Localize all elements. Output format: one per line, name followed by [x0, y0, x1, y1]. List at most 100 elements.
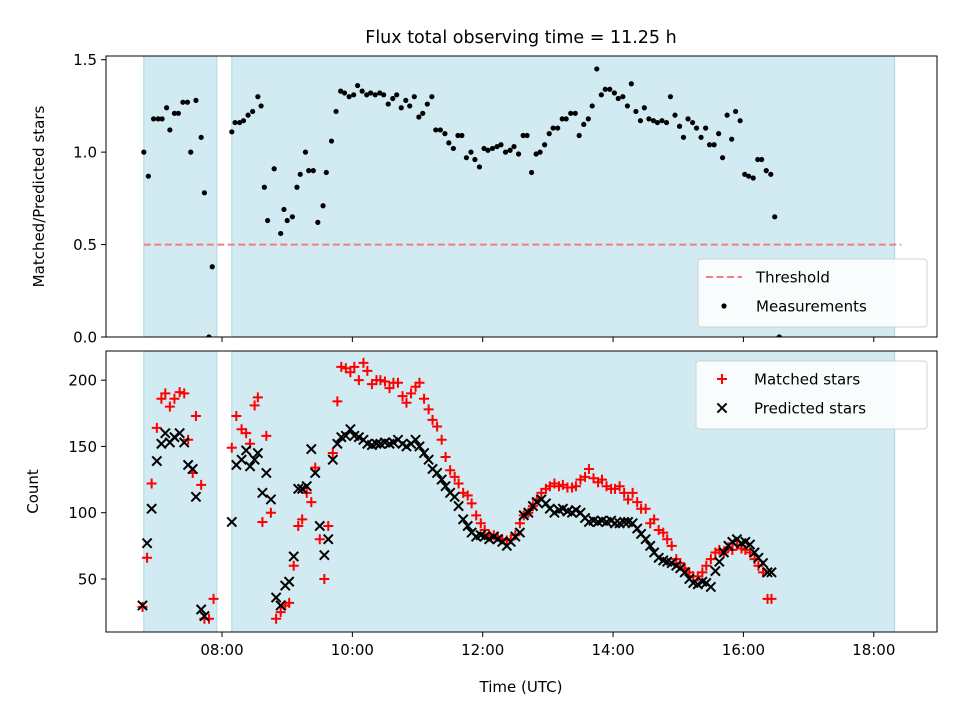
x-tick-label: 14:00	[591, 641, 634, 659]
predicted-stars-point	[710, 565, 721, 577]
legend-box	[697, 258, 928, 328]
matched-stars-point	[627, 487, 638, 498]
predicted-stars-point	[644, 540, 656, 552]
measurement-point	[429, 94, 435, 100]
measurement-point	[719, 155, 726, 161]
matched-stars-point	[310, 462, 321, 473]
measurement-point	[346, 94, 352, 100]
measurement-point	[193, 97, 199, 103]
matched-stars-point	[293, 520, 304, 531]
matched-stars-point	[423, 404, 434, 415]
measurement-point	[306, 168, 312, 174]
predicted-stars-point	[762, 567, 773, 578]
predicted-stars-point	[141, 537, 153, 549]
measurement-point	[411, 94, 417, 100]
measurement-point	[341, 90, 348, 96]
axes-frame	[105, 350, 938, 633]
matched-stars-point	[190, 410, 201, 421]
measurement-point	[659, 118, 665, 124]
measurement-point	[485, 147, 491, 153]
matched-stars-point	[580, 471, 591, 482]
measurement-point	[759, 156, 765, 163]
measurement-point	[265, 217, 271, 224]
measurement-point	[281, 206, 287, 213]
y-tick-label: 50	[78, 570, 97, 588]
legend-measurement-swatch	[721, 303, 727, 309]
predicted-stars-point	[462, 520, 474, 532]
matched-stars-point	[475, 518, 486, 529]
measurement-point	[294, 184, 300, 190]
predicted-stars-point	[305, 443, 317, 455]
predicted-stars-point	[275, 600, 286, 611]
matched-stars-point	[658, 527, 669, 538]
measurement-point	[232, 119, 238, 126]
predicted-stars-point	[340, 430, 352, 442]
measurement-point	[729, 136, 735, 142]
predicted-stars-point	[244, 461, 256, 472]
y-axis-label: Matched/Predicted stars	[30, 106, 48, 288]
legend-matched-swatch	[717, 374, 727, 384]
measurement-point	[698, 134, 704, 140]
measurement-point	[494, 143, 500, 150]
measurement-point	[368, 90, 374, 96]
matched-stars-point	[241, 428, 252, 439]
predicted-stars-point	[423, 454, 434, 465]
matched-stars-point	[261, 430, 272, 441]
measurement-point	[159, 116, 165, 122]
measurement-point	[155, 116, 161, 122]
predicted-stars-point	[322, 533, 334, 545]
measurement-point	[184, 99, 191, 105]
matched-stars-point	[432, 421, 443, 432]
matched-stars-point	[453, 478, 464, 489]
predicted-stars-point	[265, 494, 277, 505]
matched-stars-point	[265, 507, 276, 518]
predicted-stars-point	[440, 480, 451, 492]
matched-stars-point	[632, 497, 643, 508]
matched-stars-point	[596, 474, 607, 485]
matched-stars-point	[327, 448, 338, 459]
measurement-point	[550, 125, 556, 131]
legend-predicted-swatch	[716, 402, 728, 414]
y-tick-label: 200	[68, 372, 97, 390]
predicted-stars-point	[679, 567, 691, 578]
measurement-point	[198, 134, 204, 140]
measurement-point	[372, 92, 378, 98]
measurement-point	[323, 169, 329, 176]
matched-stars-point	[427, 414, 438, 425]
matched-stars-point	[614, 481, 625, 492]
measurement-point	[433, 127, 439, 133]
matched-stars-point	[306, 497, 317, 508]
measurement-point	[261, 184, 267, 190]
predicted-stars-point	[744, 539, 756, 550]
measurement-point	[546, 131, 552, 137]
measurement-point	[167, 127, 173, 133]
matched-stars-point	[392, 377, 403, 388]
measurement-point	[607, 86, 613, 92]
predicted-stars-point	[410, 434, 421, 446]
measurement-point	[237, 119, 243, 126]
measurement-point	[776, 334, 782, 337]
matched-stars-point	[449, 471, 460, 482]
predicted-stars-point	[270, 592, 282, 603]
measurement-point	[416, 114, 422, 120]
measurement-point	[667, 94, 674, 100]
measurement-point	[180, 99, 186, 105]
matched-stars-point	[766, 593, 777, 604]
predicted-stars-point	[174, 427, 185, 439]
matched-stars-point	[570, 481, 581, 492]
measurement-point	[206, 334, 212, 337]
measurement-point	[646, 116, 652, 122]
measurement-point	[209, 264, 215, 270]
measurement-point	[693, 125, 700, 131]
matched-stars-point	[151, 422, 162, 433]
measurement-point	[676, 123, 683, 129]
measurement-point	[755, 156, 761, 163]
predicted-stars-point	[609, 518, 621, 529]
chart-title: Flux total observing time = 11.25 h	[365, 28, 676, 48]
measurement-point	[576, 132, 582, 139]
y-tick-label: 150	[68, 438, 97, 456]
measurement-point	[468, 149, 474, 155]
measurement-point	[711, 142, 717, 148]
matched-stars-point	[319, 573, 330, 584]
